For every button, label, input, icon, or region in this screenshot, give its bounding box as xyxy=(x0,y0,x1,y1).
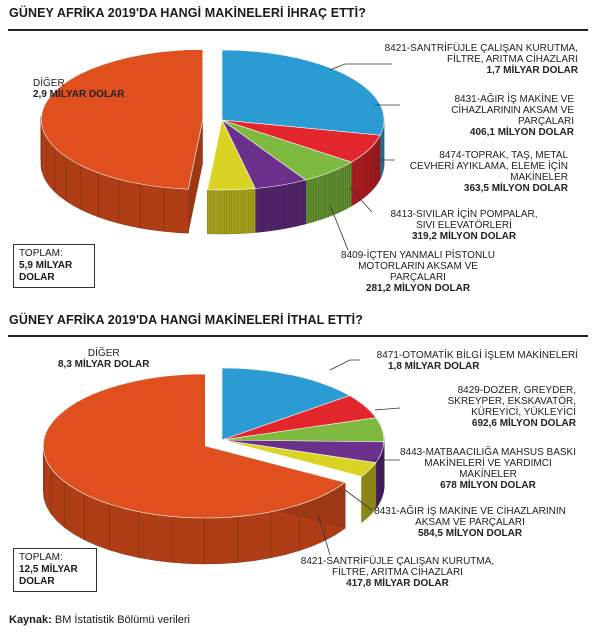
source-label: Kaynak: xyxy=(9,614,52,626)
import-total-value: 12,5 MİLYAR DOLAR xyxy=(19,564,78,587)
export-leader-8421 xyxy=(329,63,392,71)
export-label-other: DİĞER 2,9 MİLYAR DOLAR xyxy=(33,78,125,100)
import-total-box: TOPLAM: 12,5 MİLYAR DOLAR xyxy=(13,548,97,592)
import-label-8429: 8429-DOZER, GREYDER, SKREYPER, EKSKAVATÖ… xyxy=(406,385,576,429)
export-title-rule xyxy=(8,29,588,31)
export-label-8474: 8474-TOPRAK, TAŞ, METAL CEVHERİ AYIKLAMA… xyxy=(398,150,568,194)
export-label-8413: 8413-SIVILAR İÇİN POMPALAR, SIVI ELEVATÖ… xyxy=(380,209,548,242)
import-label-8431-value: 584,5 MİLYON DOLAR xyxy=(417,528,523,539)
source-note: Kaynak: BM İstatistik Bölümü verileri xyxy=(9,614,190,626)
source-text: BM İstatistik Bölümü verileri xyxy=(54,614,190,626)
import-leader-8471 xyxy=(329,359,360,371)
import-label-8471-value: 1,8 MİLYAR DOLAR xyxy=(388,361,480,372)
import-pie-slice-5 xyxy=(42,373,346,519)
import-label-8429-value: 692,6 MİLYON DOLAR xyxy=(471,418,576,429)
import-title-rule xyxy=(8,335,588,337)
import-total-label: TOPLAM: xyxy=(19,552,63,563)
import-label-8421-value: 417,8 MİLYAR DOLAR xyxy=(346,578,449,589)
export-chart-title: GÜNEY AFRİKA 2019'DA HANGİ MAKİNELERİ İH… xyxy=(9,6,366,20)
import-pie-chart xyxy=(42,359,401,565)
export-label-8413-name: 8413-SIVILAR İÇİN POMPALAR, SIVI ELEVATÖ… xyxy=(390,209,538,231)
import-label-other-value: 8,3 MİLYAR DOLAR xyxy=(58,359,150,370)
export-label-8413-value: 319,2 MİLYON DOLAR xyxy=(411,231,517,242)
import-label-8471-name: 8471-OTOMATİK BİLGİ İŞLEM MAKİNELERİ xyxy=(376,350,578,361)
import-label-8421: 8421-SANTRİFÜJLE ÇALIŞAN KURUTMA, FİLTRE… xyxy=(290,556,505,589)
export-label-8409: 8409-İÇTEN YANMALI PİSTONLU MOTORLARIN A… xyxy=(333,250,503,294)
import-label-8443: 8443-MATBAACILIĞA MAHSUS BASKI MAKİNELER… xyxy=(398,447,578,491)
export-total-box: TOPLAM: 5,9 MİLYAR DOLAR xyxy=(13,244,95,288)
import-label-other-name: DİĞER xyxy=(87,348,120,359)
export-pie-slice-4 xyxy=(207,119,256,191)
import-leader-8429 xyxy=(374,407,401,411)
import-pie-slice-4 xyxy=(221,439,377,477)
import-leader-8421 xyxy=(317,514,331,556)
export-label-8409-value: 281,2 MİLYON DOLAR xyxy=(365,283,471,294)
export-label-8474-name: 8474-TOPRAK, TAŞ, METAL CEVHERİ AYIKLAMA… xyxy=(409,150,568,183)
import-label-8443-value: 678 MİLYON DOLAR xyxy=(440,480,536,491)
export-label-8431-name: 8431-AĞIR İŞ MAKİNE VE CİHAZLARININ AKSA… xyxy=(451,94,574,127)
export-label-8421-value: 1,7 MİLYAR DOLAR xyxy=(486,65,578,76)
export-label-8409-name: 8409-İÇTEN YANMALI PİSTONLU MOTORLARIN A… xyxy=(341,250,495,283)
export-label-other-name: DİĞER xyxy=(33,78,65,89)
export-label-8421: 8421-SANTRİFÜJLE ÇALIŞAN KURUTMA, FİLTRE… xyxy=(358,43,578,76)
import-label-8431: 8431-AĞIR İŞ MAKİNE VE CİHAZLARININ AKSA… xyxy=(360,506,580,539)
import-leader-8431 xyxy=(344,489,373,511)
import-label-8471: 8471-OTOMATİK BİLGİ İŞLEM MAKİNELERİ 1,8… xyxy=(348,350,578,372)
import-label-other: DİĞER 8,3 MİLYAR DOLAR xyxy=(58,348,150,370)
export-total-label: TOPLAM: xyxy=(19,248,63,259)
import-label-8429-name: 8429-DOZER, GREYDER, SKREYPER, EKSKAVATÖ… xyxy=(447,385,576,418)
import-pie-slice-0 xyxy=(221,367,351,441)
import-chart-title: GÜNEY AFRİKA 2019'DA HANGİ MAKİNELERİ İT… xyxy=(9,313,363,327)
export-total-value: 5,9 MİLYAR DOLAR xyxy=(19,260,73,283)
export-pie-rim-group xyxy=(40,116,385,235)
import-label-8421-name: 8421-SANTRİFÜJLE ÇALIŞAN KURUTMA, FİLTRE… xyxy=(300,556,495,578)
import-label-8443-name: 8443-MATBAACILIĞA MAHSUS BASKI MAKİNELER… xyxy=(400,447,576,480)
export-label-other-value: 2,9 MİLYAR DOLAR xyxy=(33,89,125,100)
export-pie-slice-0 xyxy=(221,49,385,136)
export-leader-8413 xyxy=(349,187,373,213)
export-pie-cut-wall-0 xyxy=(188,119,203,234)
export-label-8431-value: 406,1 MİLYON DOLAR xyxy=(469,127,574,138)
export-label-8431: 8431-AĞIR İŞ MAKİNE VE CİHAZLARININ AKSA… xyxy=(406,94,574,138)
export-pie-slice-5 xyxy=(40,49,204,190)
export-leader-8409 xyxy=(329,204,349,251)
import-label-8431-name: 8431-AĞIR İŞ MAKİNE VE CİHAZLARININ AKSA… xyxy=(374,506,566,528)
export-label-8421-name: 8421-SANTRİFÜJLE ÇALIŞAN KURUTMA, FİLTRE… xyxy=(384,43,578,65)
export-pie-chart xyxy=(40,49,400,251)
export-label-8474-value: 363,5 MİLYON DOLAR xyxy=(463,183,568,194)
